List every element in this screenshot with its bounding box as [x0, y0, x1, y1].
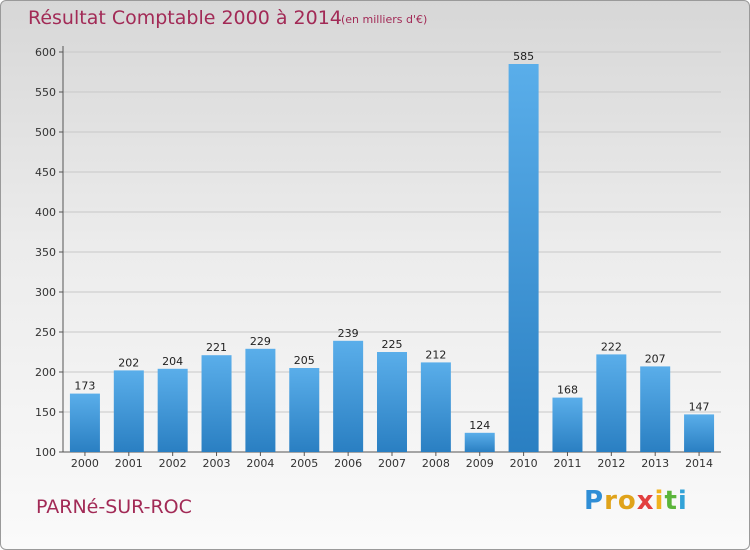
y-tick-label: 400	[35, 206, 56, 219]
value-label-2002: 204	[162, 355, 183, 368]
y-tick-label: 250	[35, 326, 56, 339]
value-label-2012: 222	[601, 340, 622, 353]
bar-2012	[596, 354, 627, 452]
bar-2011	[552, 397, 583, 452]
bar-2004	[245, 348, 276, 452]
value-label-2007: 225	[382, 338, 403, 351]
x-tick-label-2013: 2013	[641, 457, 669, 470]
bar-2010	[508, 64, 539, 452]
bar-2006	[333, 340, 364, 452]
proxiti-logo[interactable]: Proxiti	[584, 486, 688, 516]
y-tick-label: 600	[35, 46, 56, 59]
bar-2008	[420, 362, 451, 452]
bar-2014	[684, 414, 715, 452]
bar-2000	[69, 393, 100, 452]
x-tick-label-2001: 2001	[115, 457, 143, 470]
x-tick-label-2005: 2005	[290, 457, 318, 470]
value-label-2009: 124	[469, 419, 490, 432]
value-label-2003: 221	[206, 341, 227, 354]
y-tick-label: 500	[35, 126, 56, 139]
x-tick-label-2011: 2011	[553, 457, 581, 470]
x-tick-label-2004: 2004	[246, 457, 274, 470]
x-tick-label-2008: 2008	[422, 457, 450, 470]
y-tick-label: 350	[35, 246, 56, 259]
bar-2002	[157, 368, 188, 452]
y-tick-label: 450	[35, 166, 56, 179]
x-tick-label-2010: 2010	[510, 457, 538, 470]
value-label-2013: 207	[645, 352, 666, 365]
chart-subtitle: (en milliers d'€)	[341, 13, 428, 26]
bar-2007	[377, 352, 407, 452]
value-label-2000: 173	[74, 380, 95, 393]
bar-2013	[640, 366, 671, 452]
x-tick-label-2003: 2003	[203, 457, 231, 470]
bar-2009	[464, 432, 495, 452]
value-label-2004: 229	[250, 335, 271, 348]
value-label-2006: 239	[338, 327, 359, 340]
x-tick-label-2012: 2012	[597, 457, 625, 470]
x-tick-label-2007: 2007	[378, 457, 406, 470]
bar-2001	[113, 370, 144, 452]
x-tick-label-2000: 2000	[71, 457, 99, 470]
x-tick-label-2002: 2002	[159, 457, 187, 470]
place-name: PARNé-SUR-ROC	[36, 496, 192, 518]
y-tick-label: 550	[35, 86, 56, 99]
bar-2003	[201, 355, 232, 452]
value-label-2001: 202	[118, 356, 139, 369]
chart-title: Résultat Comptable 2000 à 2014	[28, 7, 342, 29]
y-tick-label: 150	[35, 406, 56, 419]
value-label-2011: 168	[557, 384, 578, 397]
x-tick-label-2006: 2006	[334, 457, 362, 470]
value-label-2014: 147	[689, 400, 710, 413]
value-label-2010: 585	[513, 50, 534, 63]
x-tick-label-2014: 2014	[685, 457, 713, 470]
value-label-2008: 212	[425, 348, 446, 361]
bar-2005	[289, 368, 320, 452]
y-tick-label: 200	[35, 366, 56, 379]
y-tick-label: 100	[35, 446, 56, 459]
value-label-2005: 205	[294, 354, 315, 367]
bars: 173 202 204 221 229 205 239 225 212 124 585 168 222 2…	[69, 50, 715, 452]
y-tick-label: 300	[35, 286, 56, 299]
x-tick-label-2009: 2009	[466, 457, 494, 470]
